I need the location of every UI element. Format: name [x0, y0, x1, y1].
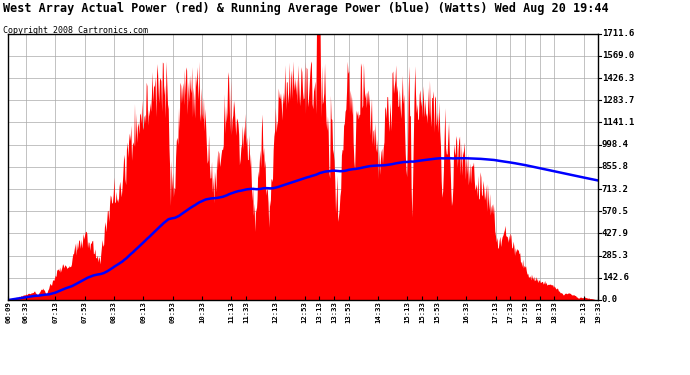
Text: Copyright 2008 Cartronics.com: Copyright 2008 Cartronics.com: [3, 26, 148, 35]
Text: 1711.6: 1711.6: [602, 29, 634, 38]
Text: 1569.0: 1569.0: [602, 51, 634, 60]
Text: 570.5: 570.5: [602, 207, 629, 216]
Text: 0.0: 0.0: [602, 296, 618, 304]
Text: West Array Actual Power (red) & Running Average Power (blue) (Watts) Wed Aug 20 : West Array Actual Power (red) & Running …: [3, 2, 609, 15]
Text: 1141.1: 1141.1: [602, 118, 634, 127]
Text: 855.8: 855.8: [602, 162, 629, 171]
Text: 998.4: 998.4: [602, 140, 629, 149]
Text: 713.2: 713.2: [602, 184, 629, 194]
Text: 427.9: 427.9: [602, 229, 629, 238]
Text: 142.6: 142.6: [602, 273, 629, 282]
Text: 1283.7: 1283.7: [602, 96, 634, 105]
Text: 285.3: 285.3: [602, 251, 629, 260]
Text: 1426.3: 1426.3: [602, 74, 634, 82]
